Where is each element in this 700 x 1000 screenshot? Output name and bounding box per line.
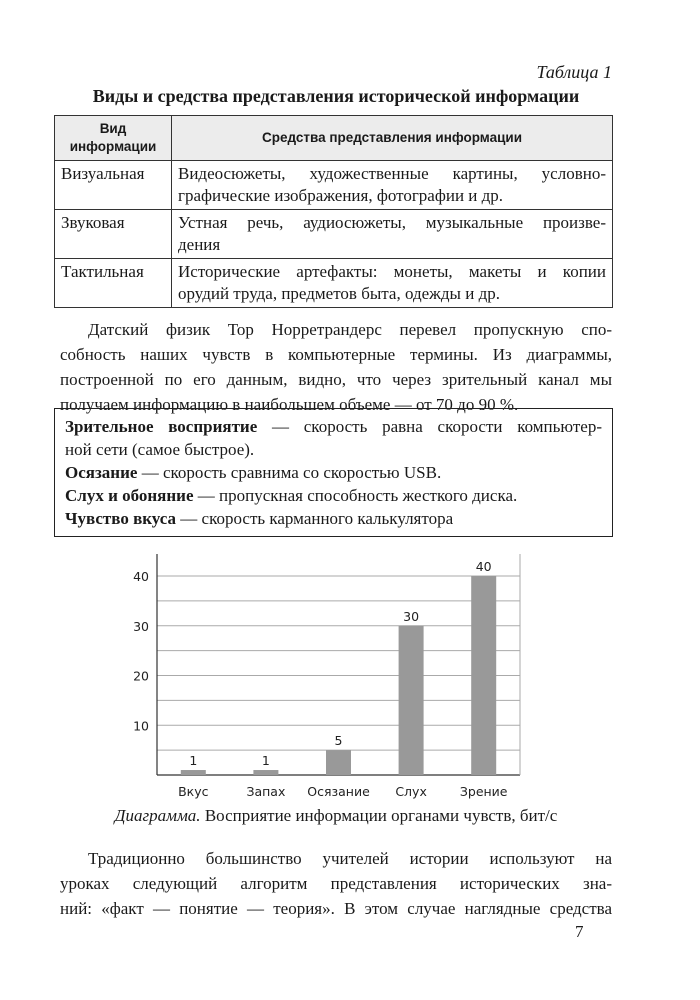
table-row: Визуальная Видеосюжеты, художественные к… [54,160,613,210]
table-header-row: Вид информации Средства представления инф… [54,115,613,161]
data-label: 1 [262,753,270,768]
data-label: 30 [403,609,419,624]
table-title: Виды и средства представления историческ… [92,86,580,106]
page-number: 7 [575,922,584,941]
box-text: — пропускная способность жесткого диска. [193,486,518,505]
box-term: Слух и обоняние [65,486,194,505]
x-tick-label: Зрение [460,784,508,799]
text-line: Традиционно большинство учителей истории… [88,849,612,868]
data-label: 1 [189,753,197,768]
table-row: Звуковая Устная речь, аудиосюжеты, музык… [54,209,613,259]
box-text: ной сети (самое быстрое). [65,440,255,459]
bar [398,625,424,775]
senses-box: Зрительное восприятие — скорость равна с… [54,408,613,537]
header-line: Вид [99,121,127,136]
cell-means: Видеосюжеты, художественные картины, усл… [171,160,613,210]
box-term: Чувство вкуса [65,509,177,528]
text-line: уроках следующий алгоритм представления … [60,874,612,893]
table-row: Тактильная Исторические артефакты: монет… [54,258,613,308]
box-term: Зрительное восприятие [65,417,258,436]
cell-line: дения [178,235,221,254]
cell-type: Звуковая [54,209,172,259]
text-line: получаем информацию в наибольшем объеме … [60,395,519,414]
cell-line: графические изображения, фотографии и др… [178,186,504,205]
y-tick-label: 10 [133,718,149,733]
bar [326,750,351,775]
paragraph-1: Датский физик Тор Норретрандерс перевел … [60,317,612,417]
header-type: Вид информации [54,115,172,161]
paragraph-2: Традиционно большинство учителей истории… [60,846,612,921]
chart-caption: Диаграмма. Восприятие информации органам… [60,806,612,826]
bar [180,770,206,775]
x-tick-label: Вкус [178,784,209,799]
data-label: 40 [476,559,492,574]
y-tick-label: 40 [133,569,149,584]
cell-type: Тактильная [54,258,172,308]
box-text: — скорость карманного калькулятора [176,509,454,528]
bar [253,770,279,775]
cell-line: Устная речь, аудиосюжеты, музыкальные пр… [178,213,606,232]
box-text: — скорость сравнима со скоростью USB. [137,463,442,482]
text-line: Датский физик Тор Норретрандерс перевел … [88,320,612,339]
box-term: Осязание [65,463,138,482]
cell-line: Видеосюжеты, художественные картины, усл… [178,164,606,183]
bar [471,576,497,775]
cell-means: Устная речь, аудиосюжеты, музыкальные пр… [171,209,613,259]
caption-prefix: Диаграмма. [114,806,201,825]
text-line: построенной по его данным, видно, что че… [60,370,612,389]
table-label: Таблица 1 [536,62,612,82]
x-tick-label: Слух [395,784,427,799]
x-tick-label: Запах [246,784,285,799]
cell-type: Визуальная [54,160,172,210]
header-line: информации [69,139,157,154]
cell-line: орудий труда, предметов быта, одежды и д… [178,284,500,303]
x-tick-label: Осязание [307,784,370,799]
box-text: — скорость равна скорости компьютер- [257,417,603,436]
y-tick-label: 30 [133,619,149,634]
info-table: Вид информации Средства представления инф… [54,115,613,308]
cell-means: Исторические артефакты: монеты, макеты и… [171,258,613,308]
cell-line: Исторические артефакты: монеты, макеты и… [178,262,606,281]
y-tick-label: 20 [133,669,149,684]
bar-chart: 10 20 30 40 1 Вкус 1 Запах 5 Осязание 30 Слух 40 Зрен… [133,554,521,799]
text-line: собность наших чувств в компьютерные тер… [60,345,612,364]
header-means: Средства представления информации [171,115,613,161]
data-label: 5 [335,733,343,748]
caption-text: Восприятие информации органами чувств, б… [200,806,558,825]
text-line: ний: «факт — понятие — теория». В этом с… [60,899,612,918]
